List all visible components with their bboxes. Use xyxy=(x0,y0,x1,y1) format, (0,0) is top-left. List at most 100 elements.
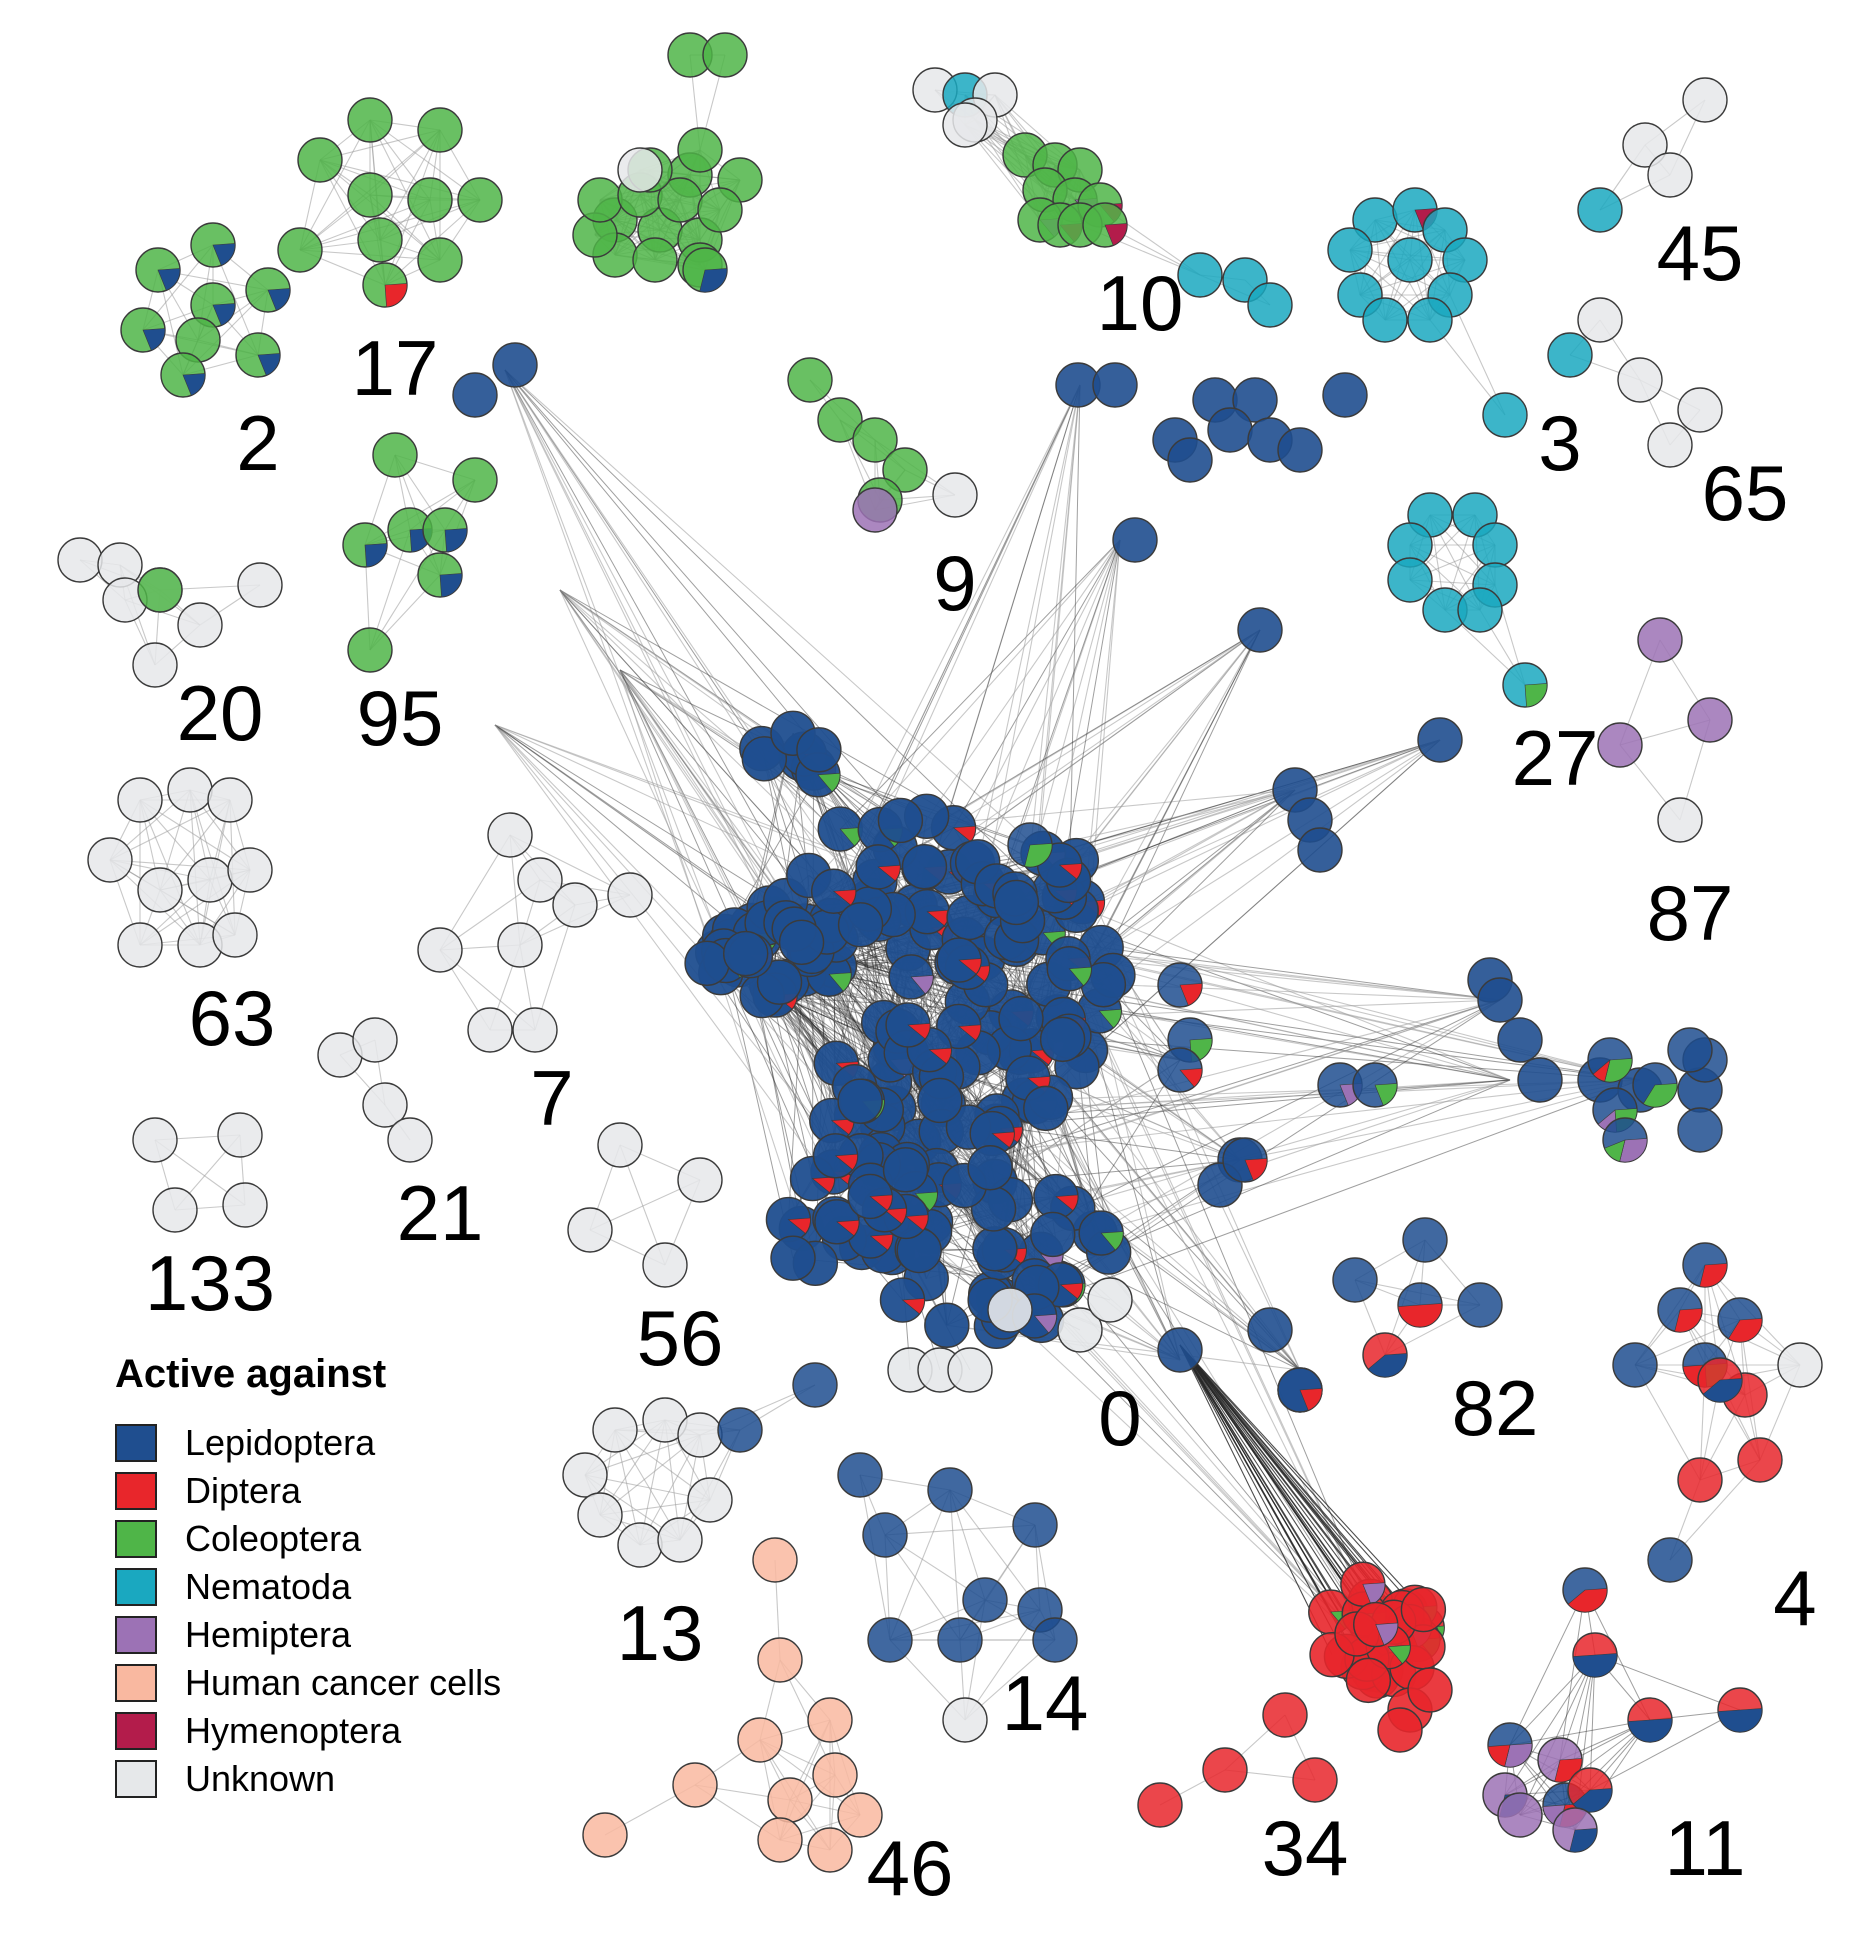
cluster-label: 87 xyxy=(1647,869,1734,957)
network-edge xyxy=(879,384,1081,830)
node-circle xyxy=(137,867,183,913)
network-node xyxy=(517,857,563,903)
node-slice xyxy=(1702,1378,1743,1403)
network-node xyxy=(757,1637,803,1683)
network-edge xyxy=(1559,1589,1586,1761)
network-edge xyxy=(1519,1719,1651,1816)
node-circle xyxy=(1737,1437,1783,1483)
network-node xyxy=(717,1407,763,1453)
network-node xyxy=(132,642,178,688)
network-node xyxy=(1092,362,1138,408)
node-circle xyxy=(757,1637,803,1683)
node-circle xyxy=(717,1407,763,1453)
node-slice xyxy=(1068,966,1092,987)
network-node xyxy=(1237,607,1283,653)
network-node xyxy=(1417,717,1463,763)
network-node xyxy=(947,1347,993,1393)
node-circle xyxy=(962,1577,1008,1623)
network-node xyxy=(814,1199,860,1245)
node-circle xyxy=(1472,522,1518,568)
network-node xyxy=(1232,377,1278,423)
network-node xyxy=(1487,1722,1533,1768)
node-circle xyxy=(942,102,988,148)
network-node xyxy=(862,1512,908,1558)
node-slice xyxy=(444,528,468,553)
node-circle xyxy=(882,1147,929,1193)
cluster-label: 0 xyxy=(1098,1374,1141,1462)
legend: Active against Lepidoptera Diptera Coleo… xyxy=(115,1352,635,1803)
network-node xyxy=(1387,557,1433,603)
network-edge xyxy=(1509,1719,1651,1746)
network-node xyxy=(487,812,533,858)
legend-item-hemiptera: Hemiptera xyxy=(115,1611,635,1659)
network-node xyxy=(277,227,323,273)
network-edge xyxy=(369,529,446,651)
network-edge xyxy=(319,159,481,201)
node-circle xyxy=(417,107,463,153)
network-edge xyxy=(1179,1344,1364,1585)
network-node xyxy=(817,397,863,443)
cluster-label: 13 xyxy=(617,1589,704,1677)
network-node xyxy=(152,1187,198,1233)
node-slice xyxy=(1619,1138,1648,1163)
node-slice xyxy=(1179,1068,1203,1088)
node-circle xyxy=(927,1467,973,1513)
network-edge xyxy=(559,589,894,915)
network-node xyxy=(1262,1692,1308,1738)
network-node xyxy=(1482,392,1528,438)
network-node xyxy=(1612,1342,1658,1388)
node-circle xyxy=(942,1697,988,1743)
node-slice xyxy=(1387,1644,1411,1664)
node-slice xyxy=(1604,1058,1633,1083)
network-node xyxy=(1032,1617,1078,1663)
node-circle xyxy=(577,177,623,223)
network-edge xyxy=(504,369,959,1068)
network-node xyxy=(347,97,393,143)
network-edge xyxy=(1058,999,1501,1018)
network-node xyxy=(1697,1357,1743,1403)
network-node xyxy=(577,177,623,223)
network-node xyxy=(1277,427,1323,473)
node-circle xyxy=(1277,427,1323,473)
network-node xyxy=(807,1697,853,1743)
cluster-label: 45 xyxy=(1657,209,1744,297)
network-edge xyxy=(745,953,1301,1371)
network-node xyxy=(1082,202,1128,248)
node-slice xyxy=(1179,983,1203,1006)
node-slice xyxy=(1717,1708,1763,1732)
network-node xyxy=(342,522,388,568)
network-edge xyxy=(771,984,1301,1371)
node-circle xyxy=(277,227,323,273)
node-slice xyxy=(1727,1318,1763,1343)
node-slice xyxy=(1098,1009,1122,1029)
network-node xyxy=(1397,1282,1443,1328)
node-slice xyxy=(787,1217,811,1234)
network-edge xyxy=(996,1125,1241,1161)
node-circle xyxy=(932,472,978,518)
network-edge xyxy=(494,724,872,1237)
network-edge xyxy=(1179,1344,1364,1585)
network-node xyxy=(562,1452,608,1498)
network-node xyxy=(877,797,924,844)
network-node xyxy=(1177,252,1223,298)
network-node xyxy=(577,1492,623,1538)
node-circle xyxy=(152,1187,198,1233)
network-node xyxy=(1207,407,1253,453)
node-circle xyxy=(597,1122,643,1168)
network-node xyxy=(812,1133,859,1179)
cluster-label: 4 xyxy=(1773,1554,1816,1642)
network-node xyxy=(1157,1327,1203,1373)
node-circle xyxy=(677,1412,723,1458)
node-circle xyxy=(947,1347,993,1393)
node-slice xyxy=(914,1191,938,1211)
network-node xyxy=(1322,372,1368,418)
network-node xyxy=(1717,1297,1763,1343)
node-circle xyxy=(998,995,1044,1042)
legend-title: Active against xyxy=(115,1352,387,1396)
network-node xyxy=(1400,1586,1447,1633)
node-slice xyxy=(267,288,291,311)
node-circle xyxy=(852,487,898,533)
node-circle xyxy=(592,1407,638,1453)
node-slice xyxy=(1058,863,1082,880)
